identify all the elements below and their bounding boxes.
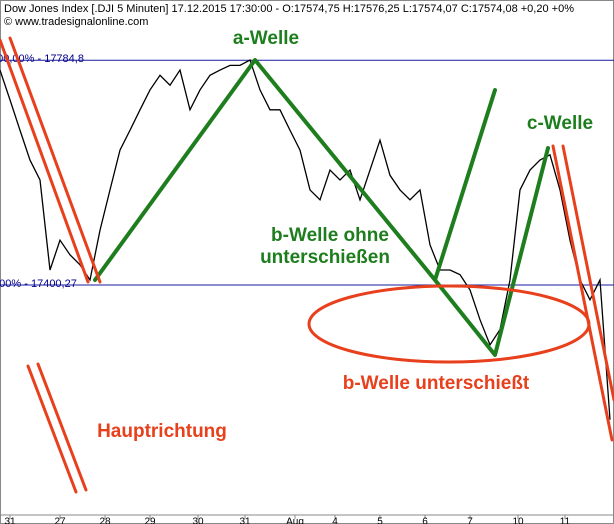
annotation: Hauptrichtung xyxy=(97,421,227,442)
red-trend xyxy=(0,38,90,284)
red-trend xyxy=(551,144,614,442)
x-tick-label: 29 xyxy=(144,517,156,524)
x-tick-label: 27 xyxy=(54,517,66,524)
annotation: unterschießen xyxy=(260,247,390,268)
level-label: 0,00% - 17400,27 xyxy=(0,278,77,290)
annotation: b-Welle unterschießt xyxy=(343,373,530,394)
wave-lines xyxy=(0,36,614,494)
red-arrow xyxy=(26,364,78,494)
x-tick-label: 5 xyxy=(377,517,383,524)
x-tick-label: 7 xyxy=(467,517,473,524)
red-ellipse xyxy=(307,284,591,364)
green-wave xyxy=(93,58,497,282)
green-wave xyxy=(433,146,550,357)
x-tick-label: 11 xyxy=(560,517,571,524)
plot: 31 27 28 29 30 31 Aug 4 5 6 7 10 11 100,00% - 17784,8… xyxy=(0,53,614,524)
annotation: c-Welle xyxy=(527,113,593,134)
x-tick-label: 31 xyxy=(4,517,16,524)
x-tick-label: 30 xyxy=(192,517,204,524)
annotation: b-Welle ohne xyxy=(271,225,389,246)
red-trend xyxy=(8,36,102,284)
annotation: a-Welle xyxy=(233,28,299,49)
x-tick-label: 6 xyxy=(422,517,428,524)
x-tick-label: 31 xyxy=(239,517,251,524)
x-tick-label: 28 xyxy=(99,517,111,524)
x-tick-label: 10 xyxy=(512,517,524,524)
chart-title: Dow Jones Index [.DJI 5 Minuten] 17.12.2… xyxy=(4,3,574,15)
x-tick-label: Aug xyxy=(286,517,304,524)
red-arrow xyxy=(36,362,88,492)
x-tick-label: 4 xyxy=(332,517,338,524)
chart-subtitle: © www.tradesignalonline.com xyxy=(4,16,148,28)
level-label: 100,00% - 17784,8 xyxy=(0,53,84,65)
red-trend xyxy=(561,144,614,402)
